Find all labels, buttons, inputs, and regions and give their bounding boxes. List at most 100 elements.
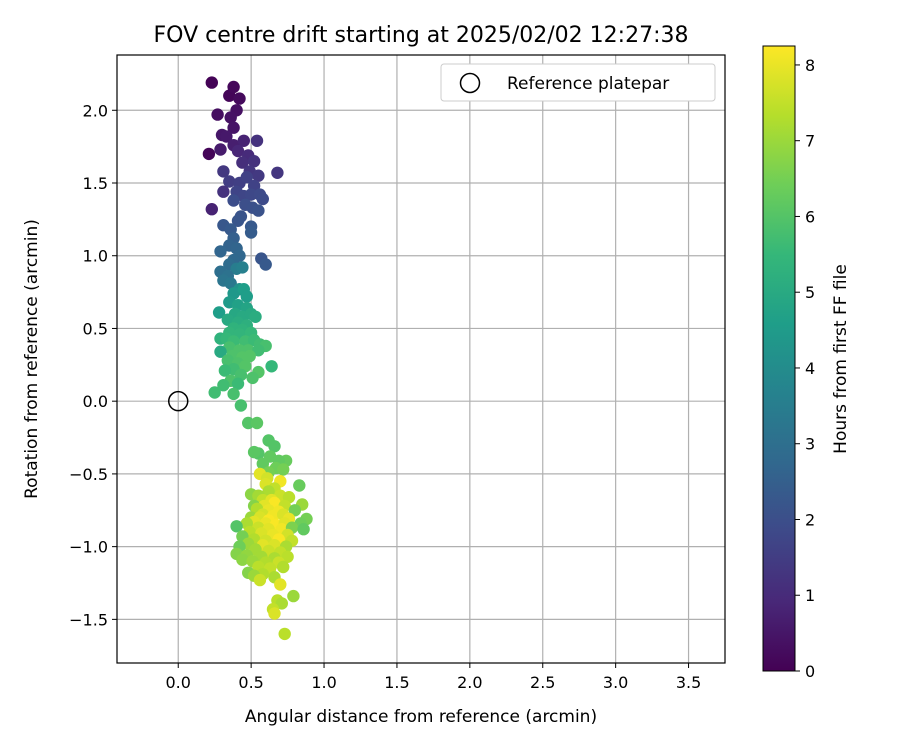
colorbar-tick-label: 4 [805,359,815,378]
scatter-point [227,194,240,207]
scatter-point [223,175,236,188]
scatter-point [211,108,224,121]
colorbar-tick-label: 5 [805,283,815,302]
scatter-point [259,258,272,271]
scatter-point [224,111,237,124]
scatter-point [293,479,306,492]
scatter-point [288,504,302,517]
y-tick-label: 1.0 [83,247,108,266]
scatter-point [250,134,264,147]
scatter-point [275,597,288,610]
scatter-point [224,277,237,290]
scatter-point [217,165,230,178]
scatter-point [252,204,265,217]
colorbar-tick-label: 6 [805,207,815,226]
scatter-point [247,445,261,459]
scatter-point [256,192,269,206]
scatter-point [217,185,230,198]
colorbar-tick-label: 8 [805,56,815,75]
scatter-point [244,226,258,239]
colorbar-ticks: 0 1 2 3 4 5 6 7 8 [795,56,815,681]
y-axis-label: Rotation from reference (arcmin) [22,219,42,499]
scatter-point [277,560,290,574]
x-axis-label: Angular distance from reference (arcmin) [245,707,597,727]
scatter-point [214,143,227,156]
scatter-point [202,147,216,161]
scatter-point [265,360,278,373]
scatter-point [205,76,218,89]
scatter-point [242,416,255,430]
scatter-point [243,349,256,363]
colorbar [762,45,796,672]
scatter-point [277,463,290,476]
chart-title: FOV centre drift starting at 2025/02/02 … [154,23,689,48]
scatter-point [244,188,258,201]
colorbar-tick-label: 7 [805,132,815,151]
y-tick-label: −1.0 [69,538,108,557]
scatter-point [268,607,281,620]
scatter-point [221,354,234,367]
scatter-point [231,144,245,158]
x-tick-label: 0.0 [166,673,191,692]
x-tick-label: 1.5 [384,673,409,692]
scatter-point [268,440,281,453]
y-axis-ticks: −1.5 −1.0 −0.5 0.0 0.5 1.0 1.5 2.0 [69,101,117,629]
legend-box [440,63,716,102]
x-tick-label: 3.0 [603,673,628,692]
x-tick-label: 0.5 [238,673,263,692]
y-tick-label: −0.5 [69,465,108,484]
scatter-point [230,520,243,533]
y-tick-label: −1.5 [69,610,108,629]
scatter-point [234,399,248,412]
reference-platepar-marker [167,390,189,412]
scatter-point [247,155,261,168]
colorbar-tick-label: 1 [805,586,815,605]
scatter-point [240,171,253,184]
legend-label-reference: Reference platepar [507,74,669,94]
plot-frame [116,54,726,664]
scatter-point [287,589,300,603]
x-tick-label: 3.5 [676,673,701,692]
colorbar-tick-label: 3 [805,435,815,454]
scatter-point [274,578,287,591]
colorbar-label: Hours from first FF file [831,264,851,454]
grid-lines [117,55,725,663]
scatter-point [217,379,230,392]
scatter-point [236,261,249,274]
scatter-point [231,377,245,390]
legend: Reference platepar [440,63,716,102]
scatter-point [227,80,240,94]
scatter-point [218,364,232,377]
y-tick-label: 0.0 [83,392,108,411]
y-tick-label: 0.5 [83,319,108,338]
x-tick-label: 2.0 [457,673,482,692]
y-tick-label: 1.5 [83,174,108,193]
scatter-point [246,371,259,385]
scatter-point [237,134,250,147]
x-tick-label: 1.0 [311,673,336,692]
scatter-point [278,627,291,641]
scatter-point [252,169,265,182]
scatter-point [281,550,294,563]
scatter-point [227,387,240,401]
scatter-point [256,457,269,470]
colorbar-tick-label: 0 [805,662,815,681]
x-axis-ticks: 0.0 0.5 1.0 1.5 2.0 2.5 3.0 3.5 [166,663,701,692]
scatter-point [205,203,218,216]
y-tick-label: 2.0 [83,101,108,120]
scatter-point [214,245,227,258]
scatter-point [220,130,233,143]
reference-layer [167,390,189,412]
scatter-point [249,310,262,323]
scatter-point [231,214,245,227]
scatter-point [297,523,310,536]
scatter-point [236,553,249,566]
scatter-point [236,156,249,169]
scatter-point [252,344,265,357]
scatter-point [221,313,234,326]
colorbar-tick-label: 2 [805,510,815,529]
scatter-point [208,386,221,399]
scatter-point [271,166,284,179]
